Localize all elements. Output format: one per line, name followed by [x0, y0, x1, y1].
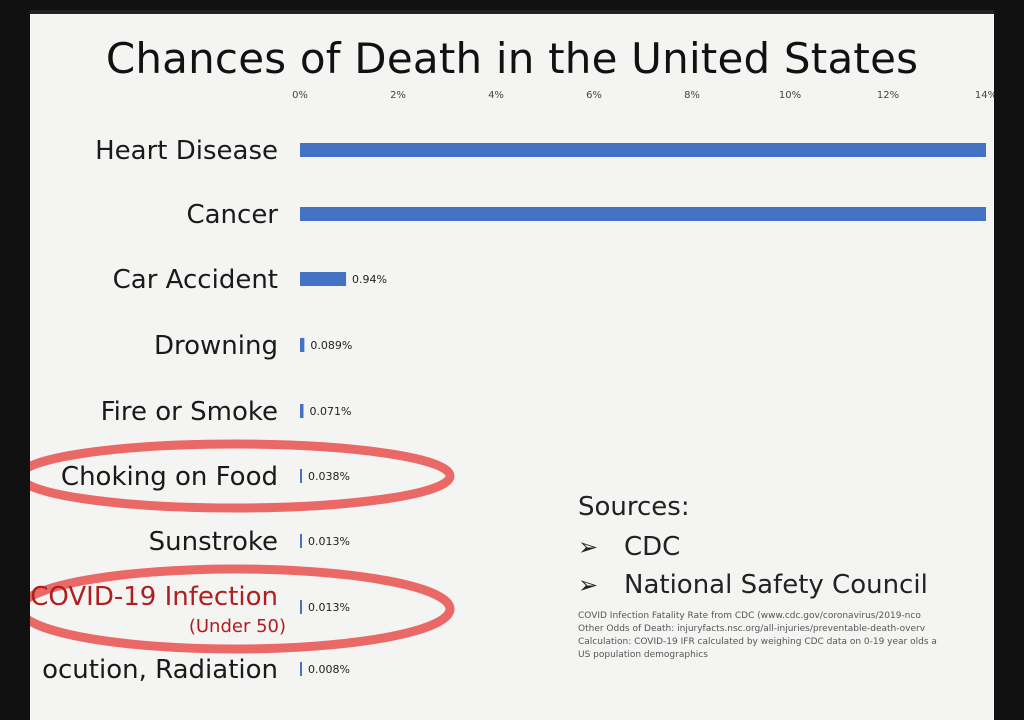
- bar: [300, 534, 302, 548]
- data-label: 0.013%: [308, 601, 350, 614]
- x-tick-label: 10%: [779, 90, 801, 101]
- category-label: Cancer: [186, 200, 278, 230]
- x-tick-label: 0%: [292, 90, 308, 101]
- source-item-cdc: ➢ CDC: [578, 532, 994, 562]
- arrow-bullet-icon: ➢: [578, 571, 599, 599]
- sources-title: Sources:: [578, 492, 690, 522]
- data-label: 0.013%: [308, 535, 350, 548]
- bar: [300, 143, 986, 157]
- x-tick-label: 2%: [390, 90, 406, 101]
- chart-title: Chances of Death in the United States: [105, 34, 919, 83]
- source-note: COVID Infection Fatality Rate from CDC (…: [578, 611, 921, 621]
- top-border: [30, 10, 994, 14]
- category-subtitle: (Under 50): [189, 616, 286, 637]
- category-label: ocution, Radiation: [42, 655, 278, 685]
- bar: [300, 404, 304, 418]
- source-label: National Safety Council: [624, 570, 928, 600]
- data-label: 0.038%: [308, 470, 350, 483]
- category-label: Heart Disease: [95, 136, 278, 166]
- arrow-bullet-icon: ➢: [578, 533, 599, 561]
- category-label: COVID-19 Infection: [30, 582, 278, 612]
- category-label: Fire or Smoke: [101, 397, 278, 427]
- data-label: 0.94%: [352, 273, 387, 286]
- source-note: Calculation: COVID-19 IFR calculated by …: [578, 637, 937, 647]
- sources-panel: Sources: ➢ CDC ➢ National Safety Council…: [578, 492, 994, 662]
- bar: [300, 662, 302, 676]
- source-label: CDC: [624, 532, 681, 562]
- data-label: 0.008%: [308, 663, 350, 676]
- category-label: Car Accident: [113, 265, 278, 295]
- source-note: US population demographics: [578, 650, 708, 660]
- data-label: 0.071%: [309, 405, 351, 418]
- source-note: Other Odds of Death: injuryfacts.nsc.org…: [578, 624, 926, 634]
- bar: [300, 338, 305, 352]
- data-label: 0.089%: [310, 339, 352, 352]
- bar: [300, 272, 347, 286]
- x-tick-label: 12%: [877, 90, 899, 101]
- source-item-nsc: ➢ National Safety Council: [578, 570, 994, 600]
- bar: [300, 600, 302, 614]
- highlight-circle: [30, 564, 455, 654]
- bar-chart: 0% 2% 4% 6% 8% 10% 12% 14% Heart Disease Cancer Ca…: [30, 90, 994, 685]
- x-tick-label: 4%: [488, 90, 504, 101]
- x-tick-label: 14%: [975, 90, 994, 101]
- bar: [300, 207, 986, 221]
- category-label: Drowning: [154, 331, 278, 361]
- highlight-circle: [30, 439, 455, 513]
- category-label: Sunstroke: [149, 527, 278, 557]
- x-tick-label: 6%: [586, 90, 602, 101]
- x-tick-label: 8%: [684, 90, 700, 101]
- slide: Chances of Death in the United States 0%…: [30, 10, 994, 720]
- category-label: Choking on Food: [61, 462, 278, 492]
- bar: [300, 469, 302, 483]
- source-notes: COVID Infection Fatality Rate from CDC (…: [578, 610, 994, 662]
